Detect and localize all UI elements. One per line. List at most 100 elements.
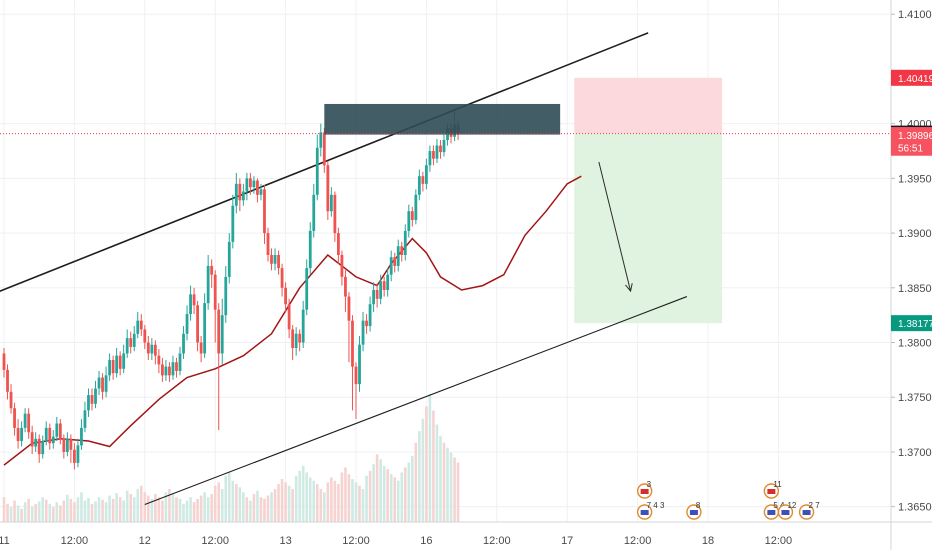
candle-body bbox=[136, 320, 140, 334]
candle-body bbox=[337, 233, 340, 255]
candle bbox=[41, 435, 45, 459]
candle-layer bbox=[2, 110, 460, 470]
volume-bar bbox=[87, 498, 90, 522]
candle-body bbox=[164, 366, 168, 376]
candle bbox=[234, 172, 238, 214]
time-tick-label: 12:00 bbox=[624, 535, 652, 547]
volume-bar bbox=[9, 507, 13, 522]
economic-event-marker[interactable]: 3 bbox=[636, 480, 653, 499]
time-tick-label: 12 bbox=[139, 535, 151, 547]
candle bbox=[9, 384, 13, 414]
volume-bar bbox=[386, 469, 389, 522]
candle-body bbox=[111, 360, 115, 374]
candle bbox=[407, 204, 411, 238]
candle-body bbox=[20, 427, 23, 442]
price-axis-panel[interactable] bbox=[891, 0, 932, 550]
volume-bar bbox=[256, 490, 259, 522]
candle bbox=[27, 408, 31, 439]
time-tick-label: 12:00 bbox=[201, 535, 229, 547]
event-count-label: 11 bbox=[773, 480, 782, 489]
candle-body bbox=[410, 211, 414, 220]
candle bbox=[393, 252, 397, 273]
position-tool[interactable] bbox=[574, 77, 723, 324]
volume-bar bbox=[182, 503, 185, 522]
candle bbox=[44, 421, 48, 446]
candle-body bbox=[259, 189, 263, 195]
candle bbox=[400, 241, 404, 262]
economic-event-marker[interactable]: 7 4 3 bbox=[636, 501, 665, 520]
economic-event-marker[interactable]: 8 bbox=[686, 501, 702, 520]
moving-average-layer bbox=[3, 175, 582, 466]
candle bbox=[34, 432, 38, 452]
volume-bar bbox=[242, 492, 245, 522]
candle bbox=[48, 423, 52, 450]
candle-body bbox=[90, 395, 94, 404]
price-tag[interactable]: 1.38177 bbox=[891, 315, 932, 332]
candle-body bbox=[344, 276, 347, 297]
candle bbox=[305, 259, 309, 316]
arrow-shaft[interactable] bbox=[598, 161, 632, 292]
price-tag-label: 1.39896 bbox=[898, 131, 932, 142]
volume-bar bbox=[340, 472, 344, 522]
volume-bar bbox=[238, 487, 242, 522]
economic-events-layer[interactable]: 3 7 4 3 8 11 5 4 12 2 7 bbox=[636, 480, 821, 520]
resistance-zone[interactable] bbox=[324, 103, 561, 135]
candle-body bbox=[368, 304, 372, 327]
economic-event-marker[interactable]: 12 bbox=[777, 501, 797, 520]
candle-body bbox=[308, 230, 312, 269]
candle bbox=[347, 292, 351, 363]
candle bbox=[435, 138, 439, 164]
volume-bar bbox=[80, 492, 83, 522]
take-profit-zone[interactable] bbox=[574, 133, 723, 324]
volume-bar bbox=[41, 497, 45, 522]
volume-bar bbox=[192, 502, 196, 522]
price-tag[interactable]: 1.40419 bbox=[891, 69, 932, 86]
candle-body bbox=[97, 377, 101, 389]
volume-bar bbox=[51, 507, 55, 522]
candle bbox=[55, 416, 59, 442]
candle-body bbox=[157, 355, 161, 365]
time-tick-label: 12:00 bbox=[765, 535, 793, 547]
economic-event-marker[interactable]: 5 4 bbox=[763, 501, 785, 520]
candle-body bbox=[396, 246, 400, 266]
arrow-head[interactable] bbox=[625, 283, 633, 293]
candle-body bbox=[301, 309, 305, 343]
volume-bar bbox=[125, 490, 129, 522]
volume-bar bbox=[122, 500, 125, 522]
economic-event-marker[interactable]: 11 bbox=[763, 480, 782, 499]
economic-event-marker[interactable]: 2 7 bbox=[798, 501, 821, 520]
candle-body bbox=[442, 140, 446, 153]
price-tag[interactable]: 1.39896 bbox=[891, 127, 932, 144]
candle bbox=[220, 298, 224, 365]
time-tick-label: 11 bbox=[0, 535, 10, 547]
stop-loss-zone[interactable] bbox=[574, 77, 723, 134]
volume-bar bbox=[199, 495, 203, 522]
volume-bar bbox=[361, 488, 365, 522]
volume-bar bbox=[206, 497, 210, 522]
price-tag[interactable]: 56:51 bbox=[891, 139, 932, 156]
volume-bar bbox=[101, 499, 104, 522]
volume-bar bbox=[403, 467, 407, 522]
resistance-zone-layer[interactable] bbox=[324, 103, 561, 135]
volume-bar bbox=[164, 492, 168, 522]
volume-bar bbox=[37, 501, 41, 522]
volume-bar bbox=[231, 480, 235, 522]
arrow-layer[interactable] bbox=[598, 161, 633, 293]
candle bbox=[428, 145, 432, 172]
candle bbox=[101, 373, 104, 400]
candle-body bbox=[210, 265, 214, 275]
volume-bar bbox=[115, 493, 118, 522]
volume-bar bbox=[44, 499, 48, 522]
volume-bar bbox=[73, 502, 76, 522]
candle-body bbox=[407, 211, 411, 231]
candle-body bbox=[115, 355, 119, 374]
volume-bar bbox=[66, 494, 69, 522]
candle bbox=[146, 335, 150, 361]
candle bbox=[196, 300, 199, 352]
channel-lower-line[interactable] bbox=[144, 296, 688, 506]
candle-body bbox=[351, 320, 354, 367]
candle bbox=[189, 285, 192, 321]
candle-body bbox=[83, 410, 87, 428]
